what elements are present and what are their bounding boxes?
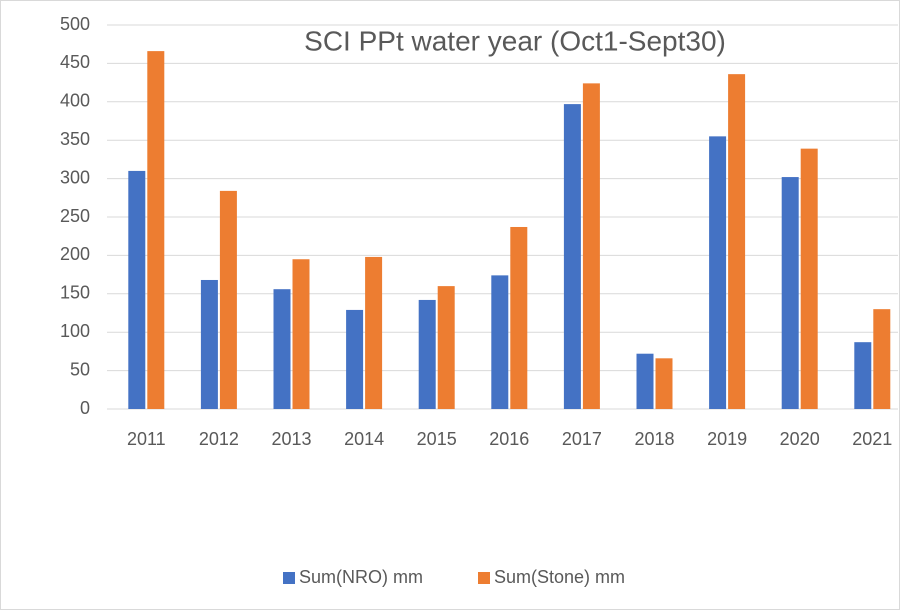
y-tick-label: 200	[60, 244, 90, 264]
bar	[709, 136, 727, 410]
legend-label: Sum(NRO) mm	[299, 567, 423, 587]
y-tick-label: 0	[80, 398, 90, 418]
bar	[219, 190, 237, 409]
y-tick-label: 350	[60, 129, 90, 149]
bar	[491, 275, 509, 409]
x-tick-label: 2015	[417, 429, 457, 449]
y-tick-label: 250	[60, 206, 90, 226]
bar	[147, 51, 165, 409]
bar	[346, 309, 364, 409]
y-tick-label: 100	[60, 321, 90, 341]
legend-label: Sum(Stone) mm	[494, 567, 625, 587]
x-tick-label: 2011	[127, 429, 166, 449]
x-tick-label: 2019	[707, 429, 747, 449]
y-tick-label: 50	[70, 359, 90, 379]
y-tick-label: 500	[60, 14, 90, 34]
bar	[273, 289, 291, 409]
bar	[563, 104, 581, 409]
y-tick-label: 450	[60, 52, 90, 72]
bar	[655, 358, 673, 409]
y-tick-label: 400	[60, 91, 90, 111]
bar	[781, 177, 799, 409]
bar	[128, 170, 146, 409]
bar	[800, 148, 818, 409]
x-tick-label: 2013	[271, 429, 311, 449]
legend-swatch	[283, 572, 295, 584]
bar	[728, 74, 746, 409]
x-tick-label: 2018	[634, 429, 674, 449]
bar	[292, 259, 310, 409]
bar	[582, 83, 600, 410]
bar	[437, 286, 455, 409]
legend-swatch	[478, 572, 490, 584]
bar	[418, 299, 436, 409]
y-tick-label: 300	[60, 167, 90, 187]
x-tick-label: 2017	[562, 429, 602, 449]
bar	[200, 279, 218, 409]
bar	[873, 309, 891, 409]
bar	[510, 226, 528, 409]
y-tick-label: 150	[60, 283, 90, 303]
x-tick-label: 2012	[199, 429, 239, 449]
x-tick-label: 2014	[344, 429, 384, 449]
x-tick-label: 2016	[489, 429, 529, 449]
x-tick-label: 2020	[780, 429, 820, 449]
bar	[854, 342, 872, 409]
x-tick-label: 2021	[852, 429, 892, 449]
bar	[636, 353, 654, 409]
bar	[365, 256, 383, 409]
chart-title: SCI PPt water year (Oct1-Sept30)	[304, 25, 726, 56]
